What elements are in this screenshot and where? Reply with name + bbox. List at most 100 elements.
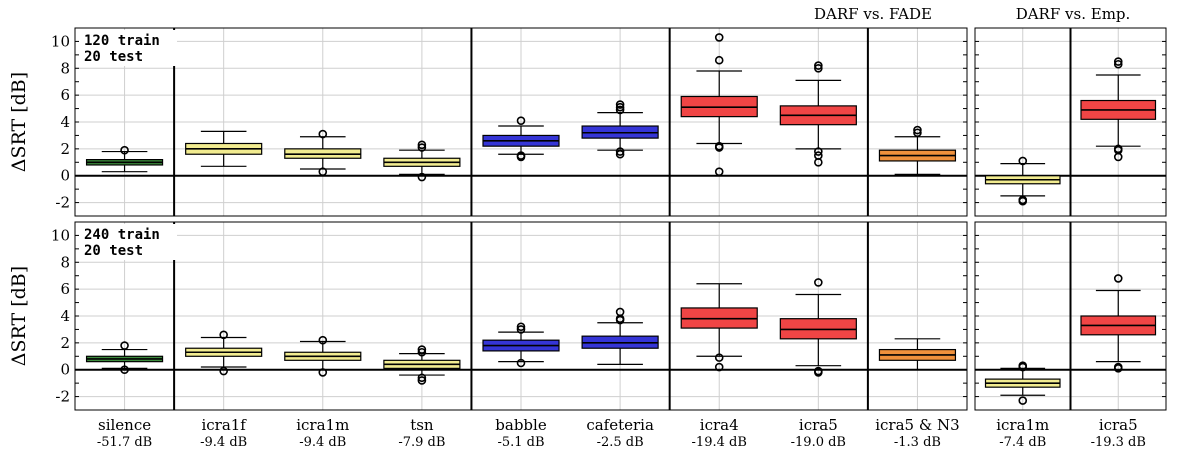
row-annotation-2: 240 train 20 test xyxy=(79,224,177,260)
outlier-point xyxy=(417,373,427,383)
outlier-point xyxy=(120,341,129,350)
y-tick-label: 10 xyxy=(51,32,70,50)
header-darf-vs-fade: DARF vs. FADE xyxy=(814,5,932,23)
outlier-point xyxy=(714,167,724,176)
outlier-point xyxy=(814,61,823,70)
outlier-point xyxy=(814,366,823,376)
plot-panel-left-row1: -2 0 2 4 6 8 10 xyxy=(51,27,968,217)
y-tick-label: 6 xyxy=(60,280,70,298)
panel-frame xyxy=(74,221,968,411)
box-cafeteria-row1 xyxy=(581,100,659,159)
y-tick-label: 8 xyxy=(60,59,70,77)
outlier-point xyxy=(318,368,328,377)
outlier-point xyxy=(516,358,526,368)
panel-frame xyxy=(974,221,1167,411)
outlier-point xyxy=(1018,196,1028,206)
outlier-point xyxy=(615,105,625,115)
y-tick-label: 0 xyxy=(60,167,70,185)
y-tick-label: 10 xyxy=(51,226,70,244)
box-icra1m-row2 xyxy=(284,335,362,377)
outlier-point xyxy=(1113,362,1123,372)
box-icra1m-row1 xyxy=(984,156,1061,206)
outlier-point xyxy=(417,143,427,152)
box-icra1f-row2 xyxy=(185,330,263,376)
outlier-point xyxy=(516,325,526,334)
outlier-point xyxy=(814,278,823,287)
annotation-line: 20 test xyxy=(84,49,143,65)
box-tsn-row1 xyxy=(383,140,461,182)
y-tick-label: -2 xyxy=(55,388,70,406)
outlier-point xyxy=(714,33,724,42)
outlier-point xyxy=(913,128,922,138)
outlier-point xyxy=(1018,396,1028,405)
outlier-point xyxy=(1113,59,1123,69)
x-tick-snr-icra5: -19.3 dB xyxy=(1091,435,1146,450)
box-icra5-row2 xyxy=(779,278,857,377)
y-axis-label: ΔSRT [dB] xyxy=(8,266,30,366)
outlier-point xyxy=(1113,274,1123,283)
x-tick-snr-tsn: -7.9 dB xyxy=(398,435,445,450)
box-icra5-row1 xyxy=(779,61,857,167)
outlier-point xyxy=(417,345,427,354)
x-tick-label-cafeteria: cafeteria xyxy=(586,416,654,434)
outlier-point xyxy=(318,129,328,139)
x-tick-label-icra1m: icra1m xyxy=(996,416,1049,434)
annotation-background xyxy=(79,224,177,260)
outlier-point xyxy=(120,145,129,155)
y-axis-label: ΔSRT [dB] xyxy=(8,72,30,172)
outlier-point xyxy=(417,172,427,182)
x-tick-snr-cafeteria: -2.5 dB xyxy=(597,435,644,450)
plot-panel-right-row2 xyxy=(974,221,1167,411)
x-tick-snr-icra1m: -7.4 dB xyxy=(999,435,1046,450)
outlier-point xyxy=(516,116,526,125)
box-icra4-row1 xyxy=(680,33,758,176)
outlier-point xyxy=(516,322,526,332)
x-tick-label-icra4: icra4 xyxy=(700,416,739,434)
outlier-point xyxy=(913,125,922,135)
annotation-background xyxy=(79,30,177,66)
box-babble-row2 xyxy=(482,322,560,368)
x-tick-label-icra5-n3: icra5 & N3 xyxy=(875,416,959,434)
outlier-point xyxy=(615,102,625,112)
x-tick-label-icra5: icra5 xyxy=(799,416,838,434)
outlier-point xyxy=(714,362,724,372)
outlier-point xyxy=(1113,144,1123,154)
box-icra5-n3-row1 xyxy=(878,125,957,175)
box-icra5-n3-row2 xyxy=(878,338,957,371)
y-tick-label: 4 xyxy=(60,113,70,131)
outlier-point xyxy=(318,335,328,345)
outlier-point xyxy=(318,167,328,176)
outlier-point xyxy=(615,149,625,159)
x-tick-snr-icra5: -19.0 dB xyxy=(791,435,846,450)
box-icra5-row2 xyxy=(1080,274,1157,373)
x-tick-label-tsn: tsn xyxy=(410,416,434,434)
panel-frame xyxy=(74,27,968,217)
box-silence-row2 xyxy=(85,341,164,375)
outlier-point xyxy=(417,376,427,385)
outlier-point xyxy=(219,366,228,376)
x-tick-snr-silence: -51.7 dB xyxy=(97,435,152,450)
row-annotation-1: 120 train 20 test xyxy=(79,30,177,66)
outlier-point xyxy=(714,55,724,65)
x-tick-label-icra5: icra5 xyxy=(1099,416,1138,434)
outlier-point xyxy=(1018,361,1028,370)
outlier-point xyxy=(615,100,625,109)
plot-panel-left-row2: -2 0 2 4 6 8 10 xyxy=(51,221,968,411)
outlier-point xyxy=(516,151,526,160)
box-cafeteria-row2 xyxy=(581,307,659,365)
plot-panel-right-row1 xyxy=(974,27,1167,217)
box-babble-row1 xyxy=(482,116,560,162)
outlier-point xyxy=(417,347,427,357)
box-icra1m-row2 xyxy=(984,361,1061,405)
box-tsn-row2 xyxy=(383,345,461,385)
annotation-line: 120 train xyxy=(84,33,160,49)
outlier-point xyxy=(814,63,823,73)
box-icra1f-row1 xyxy=(185,130,263,167)
x-tick-label-icra1m: icra1m xyxy=(296,416,349,434)
y-tick-label: 0 xyxy=(60,361,70,379)
outlier-point xyxy=(1018,156,1028,166)
outlier-point xyxy=(120,365,129,375)
x-tick-label-icra1f: icra1f xyxy=(201,416,247,434)
outlier-point xyxy=(219,330,228,340)
panel-frame xyxy=(974,27,1167,217)
